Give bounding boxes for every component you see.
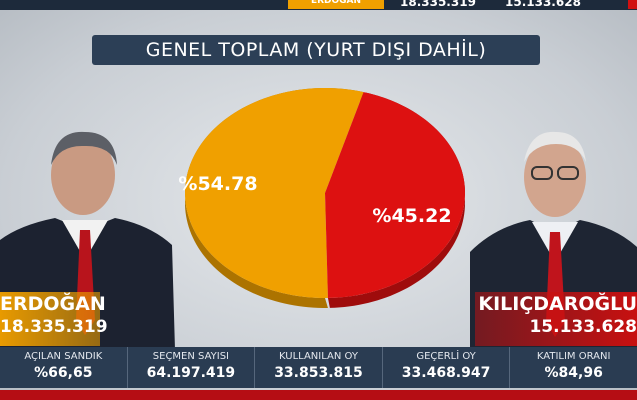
candidate-votes: 18.335.319 — [0, 317, 108, 337]
chart-title: GENEL TOPLAM (YURT DIŞI DAHİL) — [92, 35, 540, 65]
pie-slice-kilicdaroglu — [325, 92, 465, 298]
stat-1: SEÇMEN SAYISI 64.197.419 — [128, 347, 256, 388]
stat-4: KATILIM ORANI %84,96 — [510, 347, 637, 388]
kilicdaroglu-label: KILIÇDAROĞLU 15.133.628 — [475, 292, 637, 346]
candidate-votes: 15.133.628 — [529, 317, 637, 337]
bottom-ticker-bar — [0, 390, 637, 400]
top-ticker-bar: ERDOĞAN 18.335.319 15.133.628 — [0, 0, 637, 10]
candidate-name: KILIÇDAROĞLU — [478, 293, 637, 315]
erdogan-label: ERDOĞAN 18.335.319 — [0, 292, 108, 346]
stat-label: SEÇMEN SAYISI — [152, 351, 229, 362]
stat-0: AÇILAN SANDIK %66,65 — [0, 347, 128, 388]
stat-3: GEÇERLİ OY 33.468.947 — [383, 347, 511, 388]
slice-label-kilicdaroglu: %45.22 — [372, 205, 451, 227]
stats-bar: AÇILAN SANDIK %66,65 SEÇMEN SAYISI 64.197.4… — [0, 347, 637, 388]
stat-2: KULLANILAN OY 33.853.815 — [255, 347, 383, 388]
pie-slice-erdogan — [185, 88, 364, 298]
candidate-name: ERDOĞAN — [0, 293, 106, 315]
stat-label: KULLANILAN OY — [278, 351, 358, 362]
stat-value: %66,65 — [34, 365, 93, 381]
ticker-candidate-tag: ERDOĞAN — [288, 0, 384, 9]
stat-value: %84,96 — [544, 365, 603, 381]
stat-label: GEÇERLİ OY — [416, 351, 476, 362]
stat-value: 33.853.815 — [274, 365, 363, 381]
ticker-red-tag — [628, 0, 637, 9]
stat-value: 64.197.419 — [146, 365, 236, 381]
stat-label: AÇILAN SANDIK — [24, 351, 103, 362]
slice-label-erdogan: %54.78 — [178, 173, 257, 195]
ticker-votes-1: 18.335.319 — [400, 0, 476, 9]
stat-label: KATILIM ORANI — [536, 351, 611, 362]
ticker-votes-2: 15.133.628 — [505, 0, 581, 9]
stat-value: 33.468.947 — [401, 365, 491, 381]
